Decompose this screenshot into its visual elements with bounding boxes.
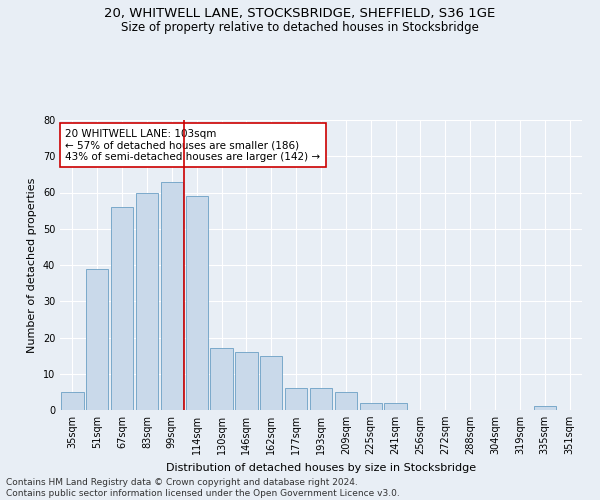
- Bar: [136, 192, 158, 410]
- Bar: [533, 406, 556, 410]
- Y-axis label: Number of detached properties: Number of detached properties: [27, 178, 37, 352]
- Bar: [185, 196, 208, 410]
- Bar: [260, 356, 283, 410]
- Bar: [335, 392, 357, 410]
- Text: Contains HM Land Registry data © Crown copyright and database right 2024.
Contai: Contains HM Land Registry data © Crown c…: [6, 478, 400, 498]
- Bar: [310, 388, 332, 410]
- Text: Size of property relative to detached houses in Stocksbridge: Size of property relative to detached ho…: [121, 21, 479, 34]
- Bar: [86, 268, 109, 410]
- Bar: [61, 392, 83, 410]
- Bar: [385, 403, 407, 410]
- Bar: [359, 403, 382, 410]
- Bar: [211, 348, 233, 410]
- Bar: [235, 352, 257, 410]
- Bar: [161, 182, 183, 410]
- Bar: [111, 207, 133, 410]
- X-axis label: Distribution of detached houses by size in Stocksbridge: Distribution of detached houses by size …: [166, 462, 476, 472]
- Bar: [285, 388, 307, 410]
- Text: 20, WHITWELL LANE, STOCKSBRIDGE, SHEFFIELD, S36 1GE: 20, WHITWELL LANE, STOCKSBRIDGE, SHEFFIE…: [104, 8, 496, 20]
- Text: 20 WHITWELL LANE: 103sqm
← 57% of detached houses are smaller (186)
43% of semi-: 20 WHITWELL LANE: 103sqm ← 57% of detach…: [65, 128, 320, 162]
